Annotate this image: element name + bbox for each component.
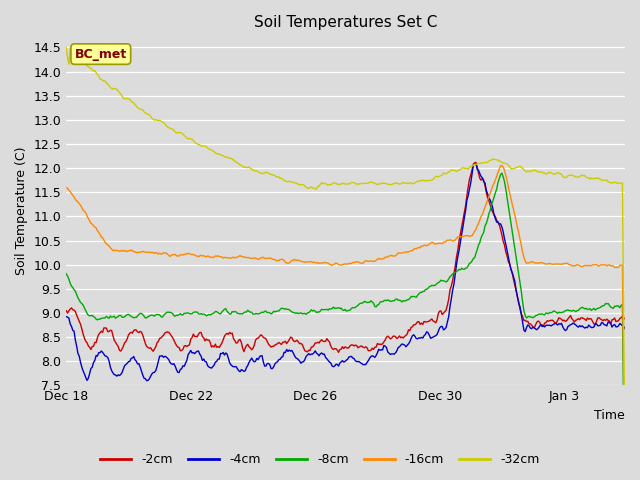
Legend: -2cm, -4cm, -8cm, -16cm, -32cm: -2cm, -4cm, -8cm, -16cm, -32cm xyxy=(95,448,545,471)
Title: Soil Temperatures Set C: Soil Temperatures Set C xyxy=(254,15,437,30)
Text: BC_met: BC_met xyxy=(75,48,127,60)
Y-axis label: Soil Temperature (C): Soil Temperature (C) xyxy=(15,146,28,275)
X-axis label: Time: Time xyxy=(595,409,625,422)
